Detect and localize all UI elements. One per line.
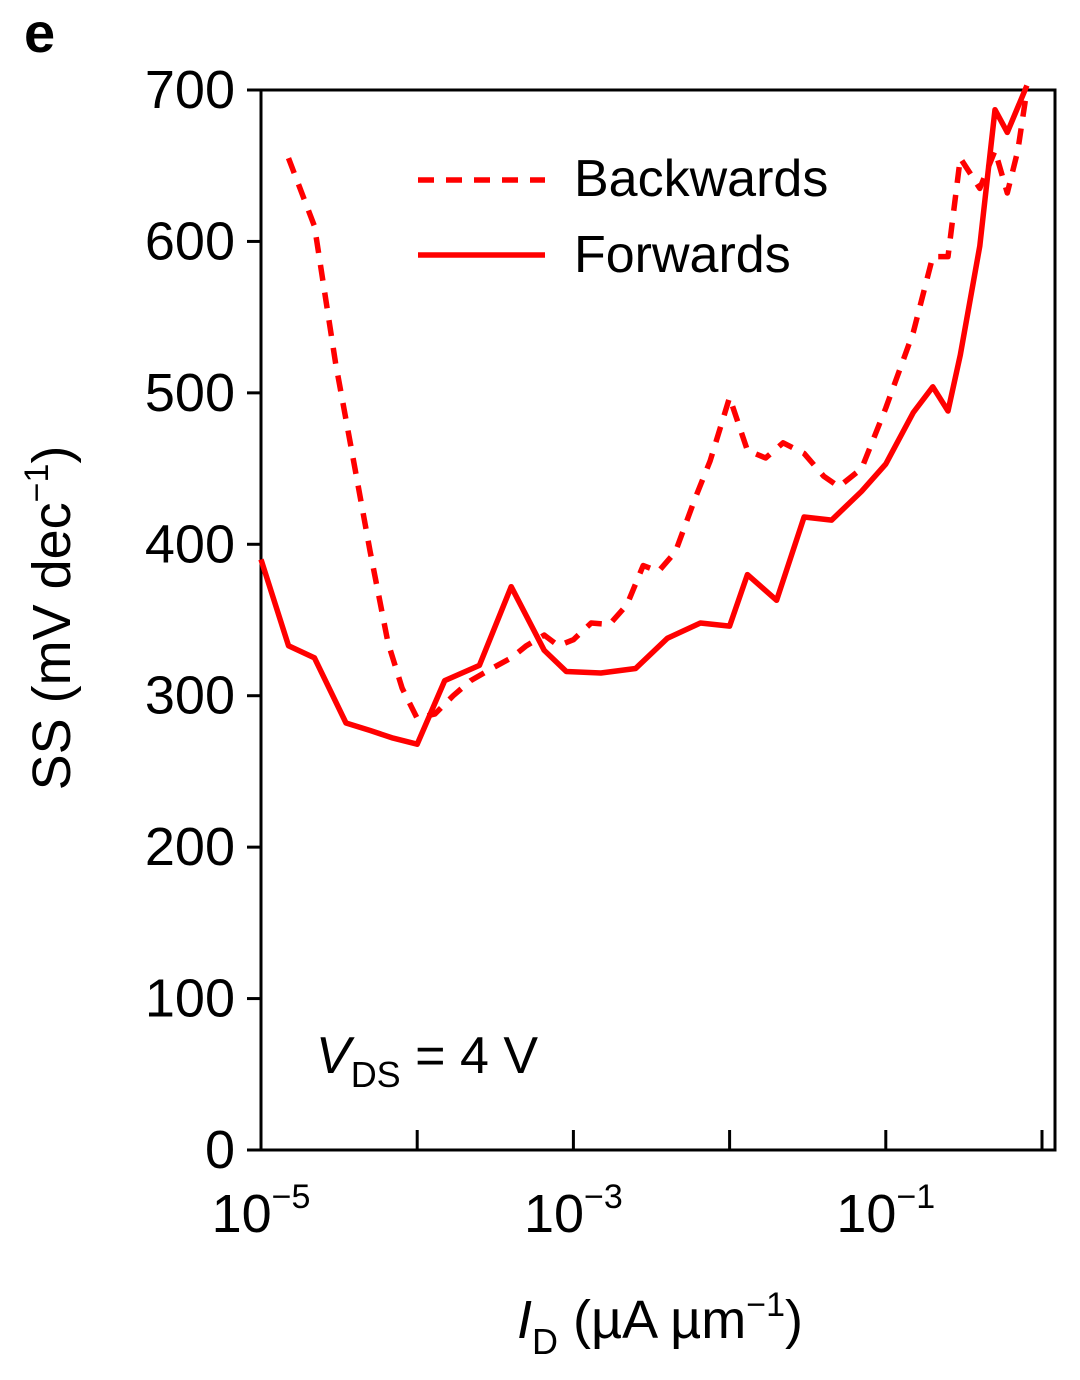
series-line-forwards <box>258 84 1030 747</box>
legend-label-backwards: Backwards <box>574 150 828 208</box>
x-axis-title-sub: D <box>532 1321 558 1362</box>
y-tick-label: 100 <box>145 969 235 1029</box>
y-axis-title-main: SS (mV dec <box>22 502 82 790</box>
y-axis-ticks: 0 100 200 300 400 500 600 700 <box>145 60 261 1180</box>
y-tick-label: 500 <box>145 363 235 423</box>
y-tick-label: 0 <box>205 1120 235 1180</box>
x-axis-ticks: 10−5 10−3 10−1 <box>212 1130 1044 1244</box>
y-axis-title-sup: −1 <box>18 464 56 503</box>
x-tick-label: 10−3 <box>524 1178 623 1244</box>
x-axis-title-var: I <box>517 1290 532 1350</box>
x-tick-label: 10−1 <box>836 1178 935 1244</box>
vds-rest: = 4 V <box>401 1027 539 1085</box>
y-tick-label: 200 <box>145 817 235 877</box>
y-tick-label: 700 <box>145 60 235 120</box>
x-axis-title-sup: −1 <box>746 1286 785 1324</box>
series-lines <box>258 84 1030 747</box>
y-tick-label: 300 <box>145 666 235 726</box>
x-tick-label: 10−5 <box>212 1178 311 1244</box>
panel-label: e <box>24 1 55 64</box>
plot-frame <box>259 88 1057 1152</box>
x-axis-title-close: ) <box>785 1290 803 1350</box>
legend: Backwards Forwards <box>418 150 828 284</box>
y-axis-title-close: ) <box>22 446 82 464</box>
vds-annotation: VDS = 4 V <box>316 1027 538 1095</box>
y-tick-label: 600 <box>145 211 235 271</box>
vds-var: V <box>316 1027 355 1085</box>
legend-label-forwards: Forwards <box>574 226 791 284</box>
y-tick-label: 400 <box>145 514 235 574</box>
x-axis-title: ID (µA µm−1) <box>517 1286 803 1362</box>
vds-sub: DS <box>351 1054 401 1095</box>
y-axis-title: SS (mV dec−1) <box>18 446 82 791</box>
x-axis-title-unit: (µA µm <box>558 1290 746 1350</box>
